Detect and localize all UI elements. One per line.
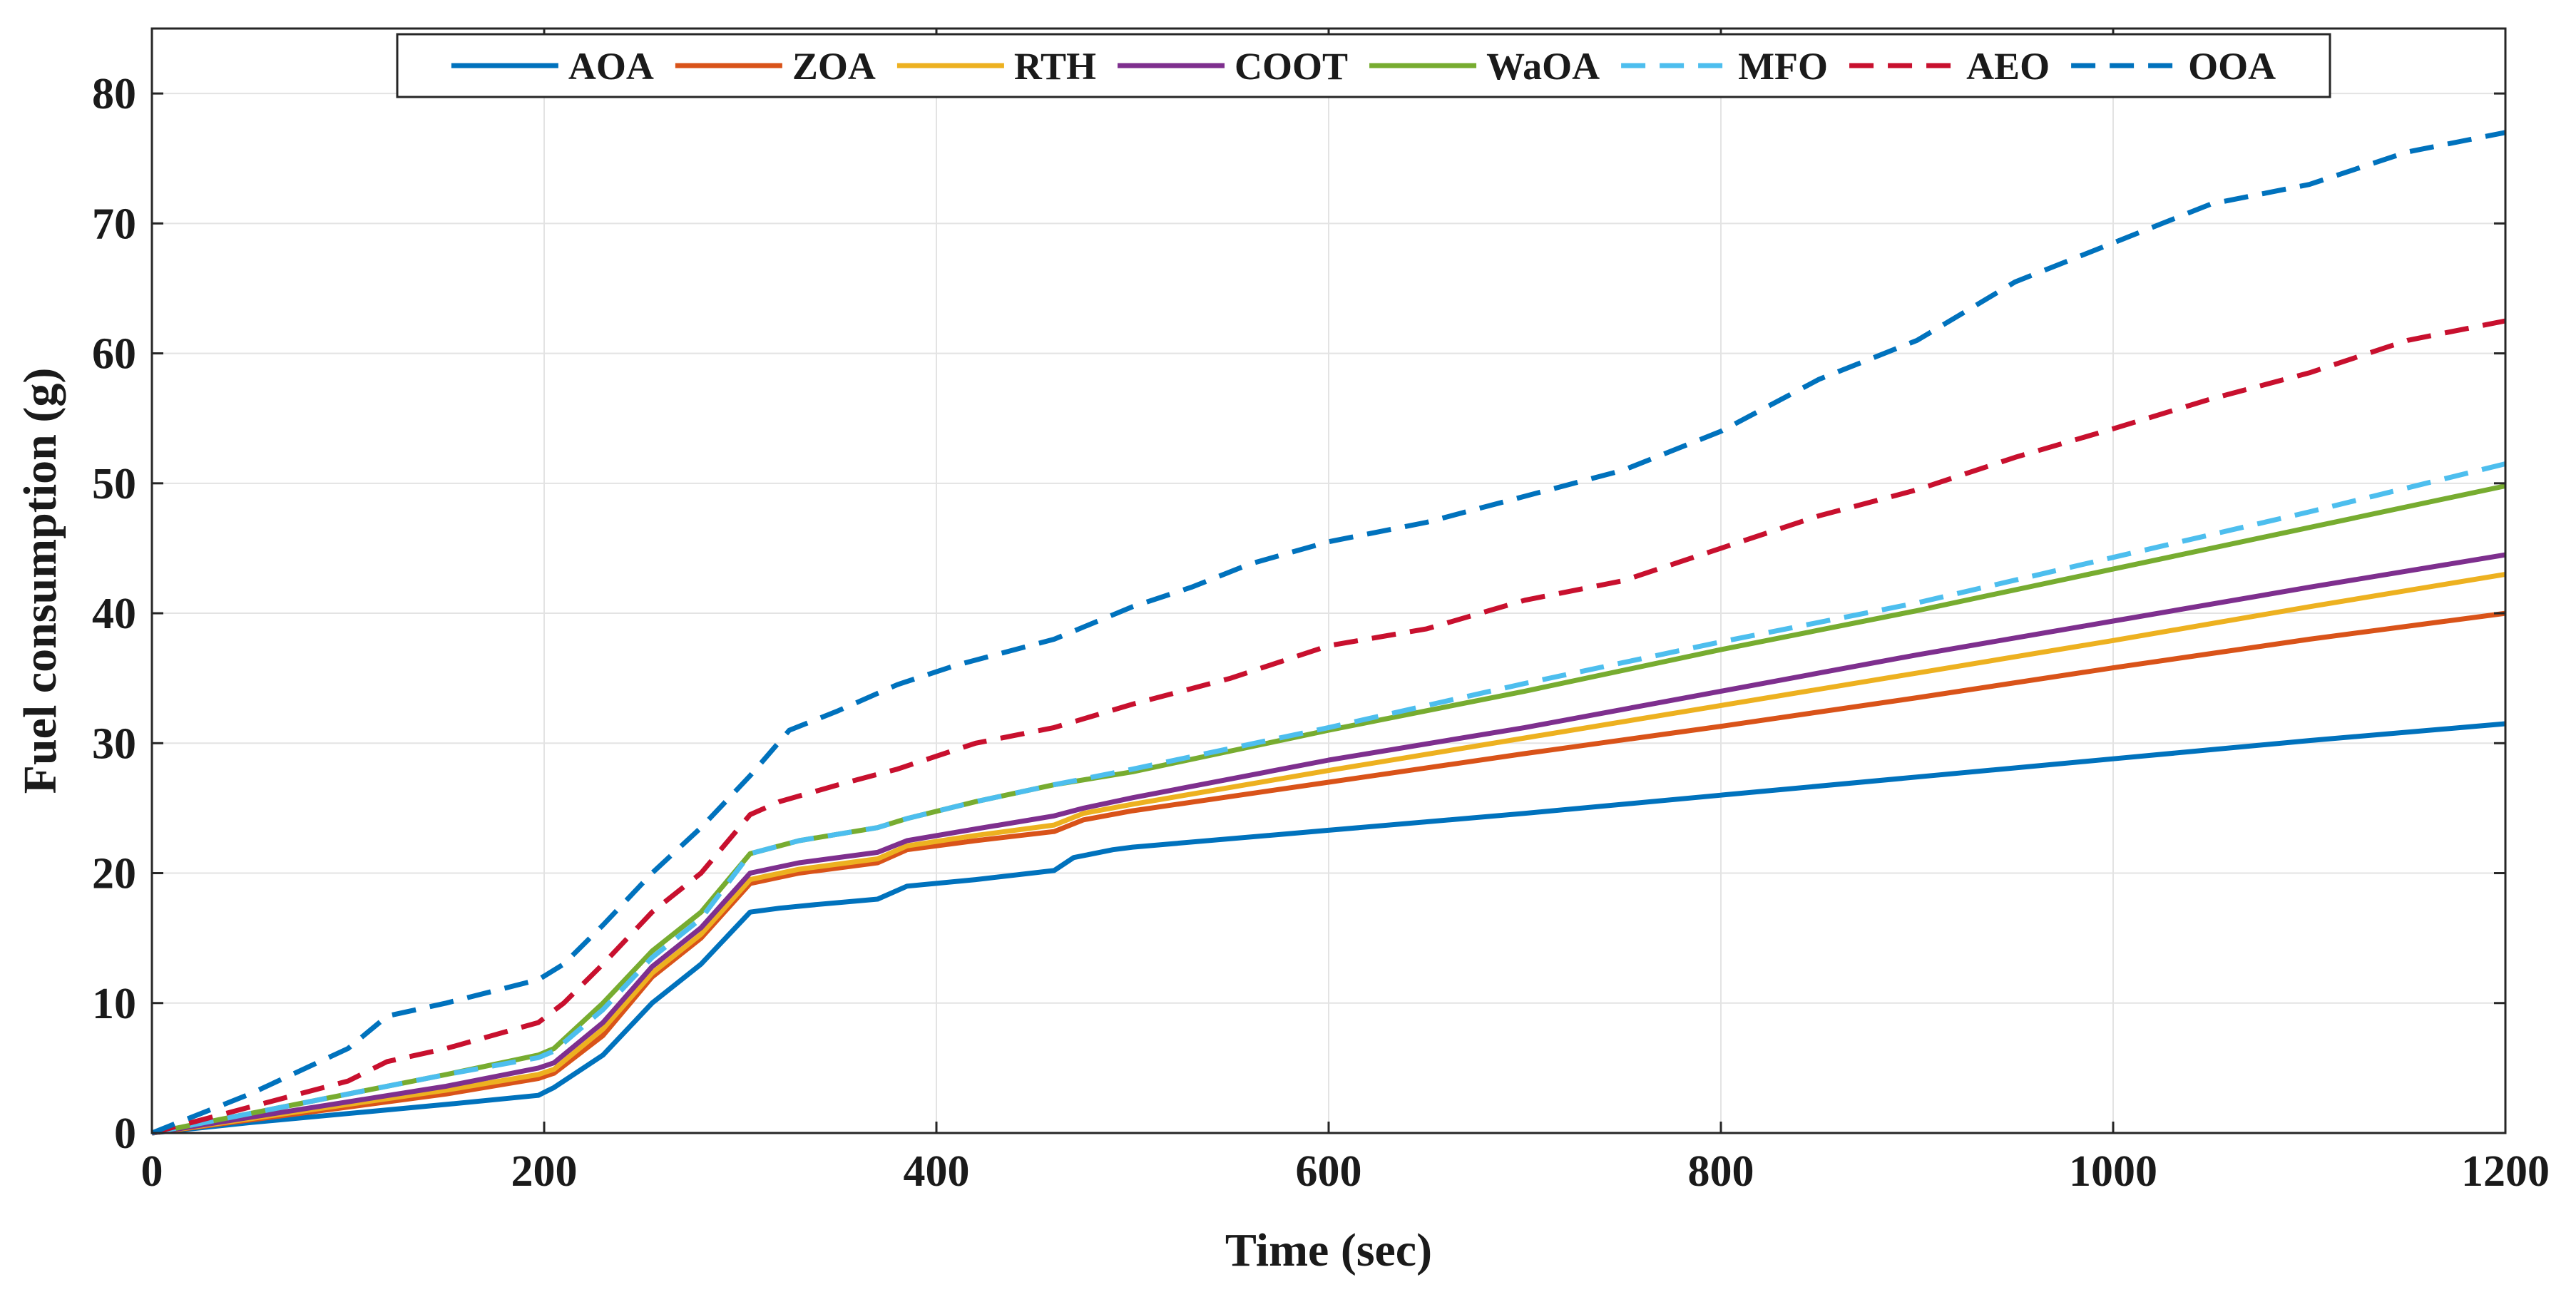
- legend-label-aeo: AEO: [1966, 45, 2050, 88]
- x-tick-label: 1000: [2069, 1147, 2157, 1196]
- y-tick-label: 40: [92, 590, 136, 638]
- series-line-mfo: [151, 461, 2506, 1136]
- legend-label-aoa: AOA: [568, 45, 654, 88]
- x-tick-label: 1200: [2461, 1147, 2550, 1196]
- y-axis-title: Fuel consumption (g): [14, 368, 66, 794]
- series-line-rth: [151, 571, 2506, 1136]
- series-line-ooa: [150, 130, 2506, 1136]
- legend-label-rth: RTH: [1014, 45, 1096, 88]
- legend-label-waoa: WaOA: [1486, 45, 1600, 88]
- legend-label-coot: COOT: [1235, 45, 1348, 88]
- axis-ticks: 0 200 400 600 800 1000 1200 0 10 20 30 40 50 60 70 80: [92, 29, 2550, 1196]
- x-axis-title: Time (sec): [1225, 1224, 1432, 1276]
- series-line-aoa: [151, 721, 2506, 1136]
- x-tick-label: 400: [904, 1147, 970, 1196]
- series-line-coot: [151, 552, 2506, 1136]
- legend-label-zoa: ZOA: [792, 45, 876, 88]
- x-tick-label: 600: [1296, 1147, 1362, 1196]
- y-tick-label: 10: [92, 980, 136, 1028]
- legend-label-mfo: MFO: [1738, 45, 1828, 88]
- y-tick-label: 20: [92, 850, 136, 898]
- series-lines: [150, 130, 2506, 1136]
- y-tick-label: 70: [92, 200, 136, 248]
- x-tick-label: 200: [511, 1147, 578, 1196]
- y-tick-label: 80: [92, 70, 136, 118]
- y-tick-label: 30: [92, 719, 136, 768]
- y-tick-label: 60: [92, 330, 136, 379]
- series-line-zoa: [151, 610, 2506, 1136]
- legend-label-ooa: OOA: [2188, 45, 2276, 88]
- legend: AOA ZOA RTH COOT WaOA MFO AEO OOA: [396, 33, 2331, 98]
- y-tick-label: 50: [92, 460, 136, 508]
- y-tick-label: 0: [114, 1109, 136, 1158]
- x-tick-label: 800: [1688, 1147, 1754, 1196]
- x-tick-label: 0: [141, 1147, 163, 1196]
- series-line-aeo: [151, 318, 2506, 1136]
